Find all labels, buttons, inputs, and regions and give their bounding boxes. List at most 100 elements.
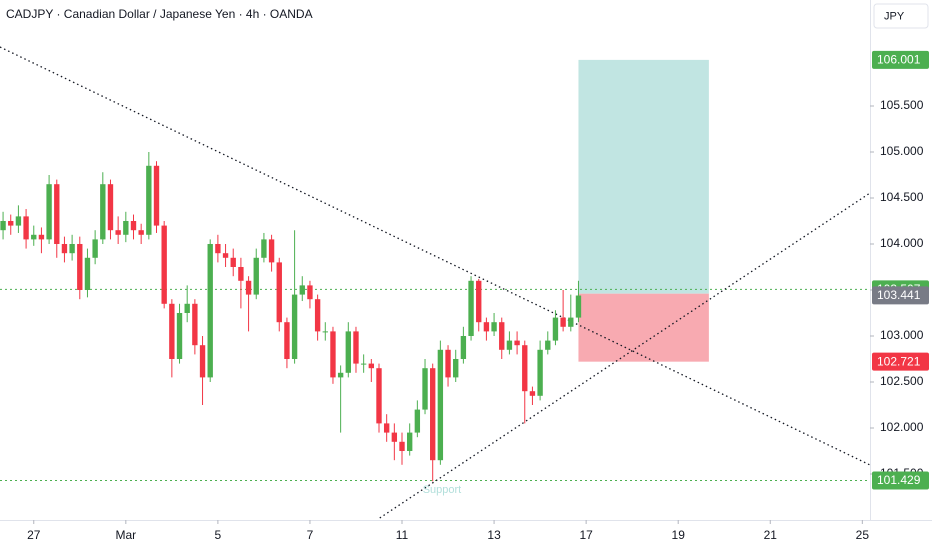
- candle-body: [0, 220, 6, 231]
- candle-body: [337, 372, 344, 378]
- candle-body: [138, 230, 144, 235]
- candle-body: [514, 340, 520, 346]
- y-tick-label: 102.000: [880, 420, 924, 434]
- candle-body: [123, 220, 129, 235]
- y-tick-label: 105.500: [880, 98, 924, 112]
- x-tick-label: 25: [856, 528, 870, 542]
- y-tick-label: 104.000: [880, 236, 924, 250]
- candle-body: [284, 322, 290, 359]
- candle-body: [8, 220, 14, 226]
- trendline: [0, 46, 871, 466]
- price-tag: [872, 471, 929, 490]
- candle-body: [483, 322, 490, 332]
- x-tick-label: 5: [215, 528, 222, 542]
- candle-body: [176, 312, 183, 359]
- candle-body: [383, 423, 390, 433]
- candle-body: [161, 225, 167, 304]
- candle-body: [153, 165, 160, 226]
- price-tag-label: 101.429: [877, 473, 921, 487]
- candle-body: [529, 391, 536, 396]
- candle-body: [568, 317, 574, 327]
- candle-body: [92, 239, 98, 258]
- candle-body: [100, 184, 106, 240]
- candle-body: [314, 299, 321, 332]
- candle-body: [437, 349, 444, 461]
- candle-body: [468, 280, 474, 336]
- target-zone: [578, 59, 709, 294]
- candle-body: [322, 331, 328, 333]
- candle-body: [199, 345, 206, 378]
- candle-body: [491, 322, 497, 332]
- support-label: Support: [423, 484, 462, 496]
- y-tick-label: 102.500: [880, 374, 924, 388]
- candle-body: [245, 280, 252, 295]
- candle-body: [69, 243, 75, 254]
- candle-body: [169, 303, 175, 359]
- candle-body: [291, 294, 298, 359]
- time-axis-bg: [0, 521, 932, 550]
- candle-body: [84, 257, 91, 290]
- candle-body: [399, 441, 405, 451]
- price-axis-bg: [871, 0, 932, 520]
- candle-body: [506, 340, 513, 350]
- candle-body: [499, 322, 505, 350]
- candle-body: [360, 363, 367, 365]
- candle-body: [261, 239, 267, 258]
- candle-body: [345, 331, 351, 373]
- candle-body: [38, 234, 45, 240]
- x-tick-label: 27: [27, 528, 41, 542]
- candle-body: [268, 239, 275, 263]
- candle-body: [46, 184, 52, 240]
- candle-body: [238, 266, 244, 281]
- x-tick-label: 11: [396, 528, 409, 542]
- price-tag: [872, 286, 929, 305]
- candle-body: [552, 317, 559, 341]
- x-tick-label: 19: [672, 528, 686, 542]
- price-tag: [872, 50, 929, 69]
- x-tick-label: Mar: [115, 528, 136, 542]
- candle-body: [230, 257, 236, 267]
- candle-body: [276, 262, 282, 323]
- candle-body: [545, 340, 551, 350]
- candle-body: [476, 280, 482, 323]
- candle-body: [537, 349, 543, 396]
- candle-body: [422, 368, 428, 410]
- x-tick-label: 7: [307, 528, 314, 542]
- currency-box: [873, 3, 929, 29]
- candle-body: [430, 368, 436, 461]
- candle-body: [184, 303, 190, 313]
- price-tag-label: 102.721: [877, 354, 921, 368]
- x-tick-label: 17: [579, 528, 593, 542]
- candle-body: [107, 184, 114, 231]
- candle-body: [192, 303, 198, 346]
- candle-body: [115, 230, 121, 235]
- candle-body: [575, 295, 582, 318]
- stop-zone: [578, 293, 709, 362]
- candle-body: [368, 363, 375, 369]
- candle-body: [222, 253, 229, 258]
- chart-title: CADJPY · Canadian Dollar / Japanese Yen …: [6, 7, 313, 21]
- candle-body: [299, 285, 305, 295]
- price-tag-label: 106.001: [877, 53, 921, 67]
- candle-body: [445, 349, 451, 378]
- candle-body: [215, 243, 221, 254]
- candle-body: [376, 368, 382, 424]
- candle-body: [460, 335, 467, 359]
- candle-body: [391, 432, 398, 442]
- candle-body: [414, 409, 421, 433]
- price-tag: [872, 352, 929, 371]
- candle-body: [207, 243, 213, 378]
- y-tick-label: 103.000: [880, 328, 924, 342]
- candle-body: [61, 243, 68, 254]
- candle-body: [146, 165, 152, 235]
- candle-body: [31, 234, 37, 240]
- candle-body: [406, 432, 413, 451]
- candle-body: [253, 257, 259, 295]
- candle-body: [307, 285, 313, 300]
- x-tick-label: 21: [764, 528, 778, 542]
- candle-body: [15, 216, 22, 226]
- candle-body: [522, 345, 528, 392]
- currency: JPY: [884, 10, 905, 22]
- candle-body: [453, 358, 459, 378]
